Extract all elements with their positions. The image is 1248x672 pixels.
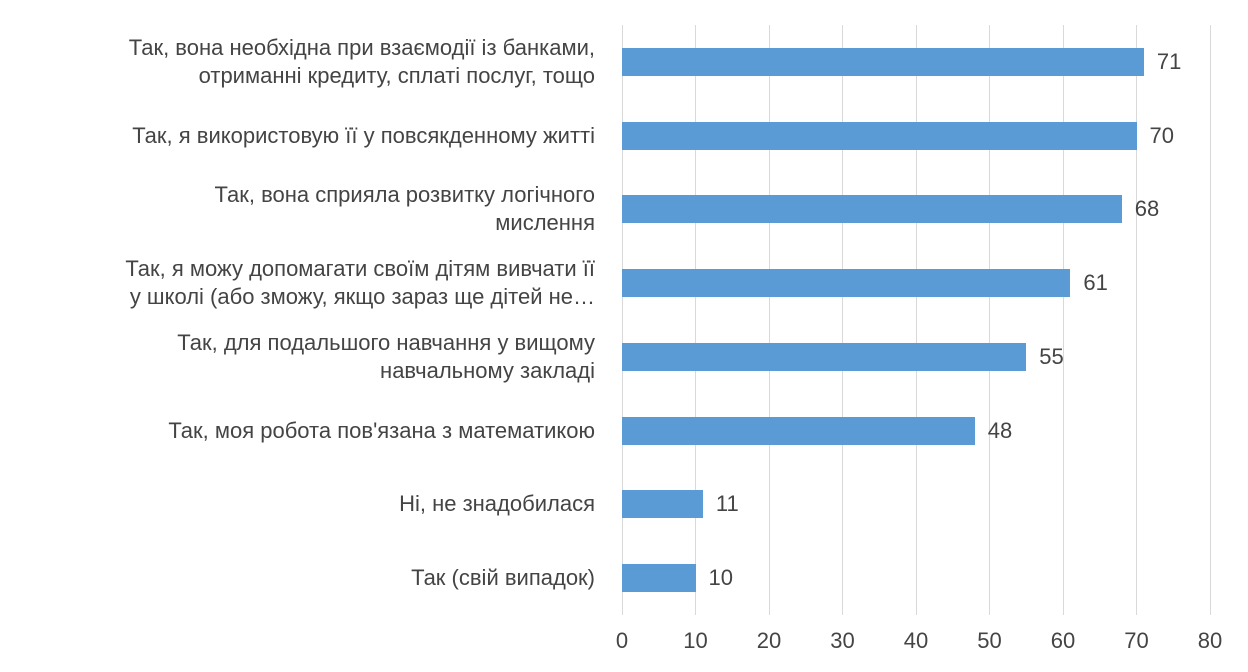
gridline [989,25,990,615]
category-label-line: Так, вона сприяла розвитку логічного [214,182,595,208]
bar-row: 11 [622,468,1210,542]
plot-area: 71 70 68 61 55 48 11 10 [621,25,1211,615]
gridline [1136,25,1137,615]
category-label-line: Так, для подальшого навчання у вищому [177,329,595,355]
category-label: Так, для подальшого навчання у вищому нав… [0,320,622,394]
gridline [1062,25,1064,615]
data-label: 11 [715,491,739,517]
category-label: Так, вона необхідна при взаємодії із бан… [0,25,622,99]
bar-row: 10 [622,541,1210,615]
category-label: Так, я використовую її у повсякденному ж… [0,99,622,173]
x-axis-tick-label: 30 [830,628,855,653]
gridline [695,25,696,615]
bar-row: 68 [622,173,1210,247]
gridline [1209,25,1211,615]
bar [622,121,1137,150]
category-label-line: Так, моя робота пов'язана з математикою [168,417,595,443]
bar [622,47,1144,76]
bar-row: 71 [622,25,1210,99]
data-label: 71 [1156,48,1182,74]
x-axis-tick-label: 50 [977,628,1002,653]
category-label-line: мислення [495,210,595,236]
category-label-line: у школі (або зможу, якщо зараз ще дітей … [129,284,595,310]
category-label-line: Так, вона необхідна при взаємодії із бан… [128,34,595,60]
gridline [842,25,843,615]
x-axis-tick-label: 10 [683,628,708,653]
gridline [768,25,770,615]
category-label-line: отриманні кредиту, сплаті послуг, тощо [198,62,595,88]
category-label: Так, я можу допомагати своїм дітям вивча… [0,246,622,320]
bar [622,564,696,593]
category-label-line: Так, я використовую її у повсякденному ж… [132,122,595,148]
category-label-line: Так (свій випадок) [411,565,595,591]
bar-row: 61 [622,246,1210,320]
bar [622,195,1122,224]
category-axis: Так, вона необхідна при взаємодії із бан… [0,25,622,615]
category-label: Так, вона сприяла розвитку логічного мисл… [0,173,622,247]
bar-row: 55 [622,320,1210,394]
bar [622,416,975,445]
data-label: 68 [1134,196,1160,222]
gridline [621,25,623,615]
bar-row: 48 [622,394,1210,468]
bar-row: 70 [622,99,1210,173]
category-label-line: навчальному закладі [380,357,595,383]
category-label: Так (свій випадок) [0,541,622,615]
bar [622,490,703,519]
x-axis-tick-label: 70 [1124,628,1149,653]
category-label-line: Так, я можу допомагати своїм дітям вивча… [125,256,595,282]
bar [622,342,1027,371]
data-label: 48 [987,417,1013,443]
data-label: 55 [1039,343,1064,369]
x-axis-tick-label: 60 [1050,628,1076,653]
gridline [915,25,917,615]
bar [622,269,1071,298]
x-axis-tick-label: 0 [615,628,629,653]
category-label: Ні, не знадобилася [0,468,622,542]
x-axis-tick-label: 20 [756,628,782,653]
x-axis-tick-label: 80 [1197,628,1223,653]
x-axis-tick-label: 40 [903,628,929,653]
x-axis: 0 10 20 30 40 50 60 70 80 [616,628,1222,658]
data-label: 61 [1083,270,1108,296]
category-label: Так, моя робота пов'язана з математикою [0,394,622,468]
category-label-line: Ні, не знадобилася [399,491,595,517]
data-label: 10 [708,565,733,591]
data-label: 70 [1149,122,1174,148]
